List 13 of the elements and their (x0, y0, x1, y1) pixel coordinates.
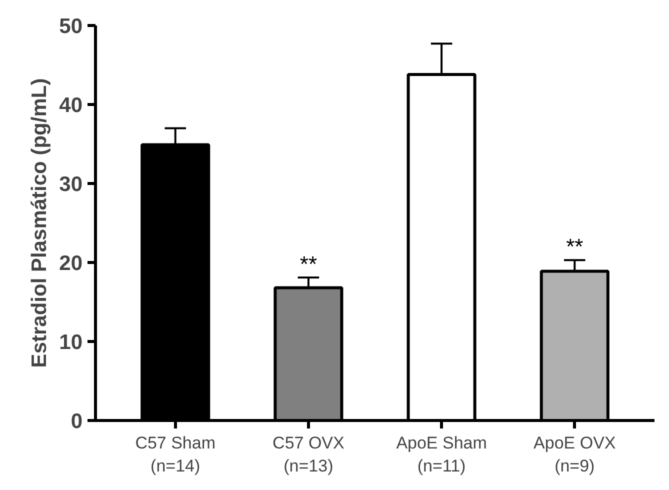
x-tick-label: ApoE OVX (n=9) (534, 434, 616, 476)
x-tick-label: C57 Sham (n=14) (135, 434, 216, 476)
y-tick-label: 30 (59, 173, 82, 196)
x-tick-label: ApoE Sham (n=11) (396, 434, 487, 476)
y-tick-label: 0 (70, 410, 83, 433)
y-tick-label: 40 (59, 94, 82, 117)
y-axis-title: Estradiol Plasmático (pg/mL) (28, 78, 52, 368)
x-tick-label: C57 OVX (n=13) (272, 434, 344, 476)
y-tick-label: 50 (59, 15, 82, 38)
y-tick-label: 10 (59, 331, 82, 354)
annotation: ** (300, 252, 318, 277)
y-tick-label: 20 (59, 252, 82, 275)
annotation: ** (566, 234, 584, 260)
